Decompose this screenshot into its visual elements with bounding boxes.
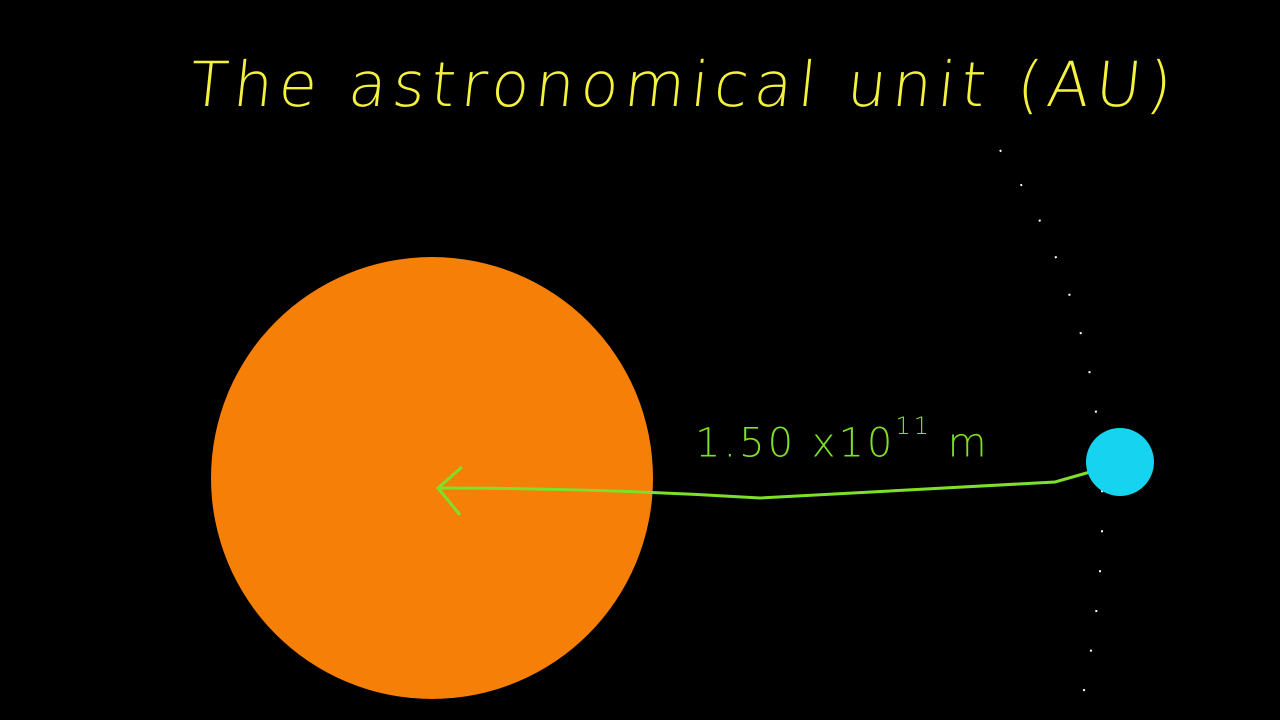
distance-mantissa: 1.50 — [695, 420, 797, 467]
arrow-head-icon — [435, 465, 463, 516]
distance-unit: m — [947, 420, 990, 467]
sun — [211, 257, 653, 699]
distance-exponent: 11 — [895, 412, 932, 440]
distance-times: x — [811, 420, 839, 467]
distance-base: 10 — [838, 420, 896, 467]
distance-label: 1.50 x1011 m — [695, 412, 990, 467]
diagram-title: The astronomical unit (AU) — [186, 48, 1182, 121]
earth — [1086, 428, 1154, 496]
earth-orbit — [999, 149, 1104, 711]
distance-arrow-line — [439, 470, 1091, 500]
